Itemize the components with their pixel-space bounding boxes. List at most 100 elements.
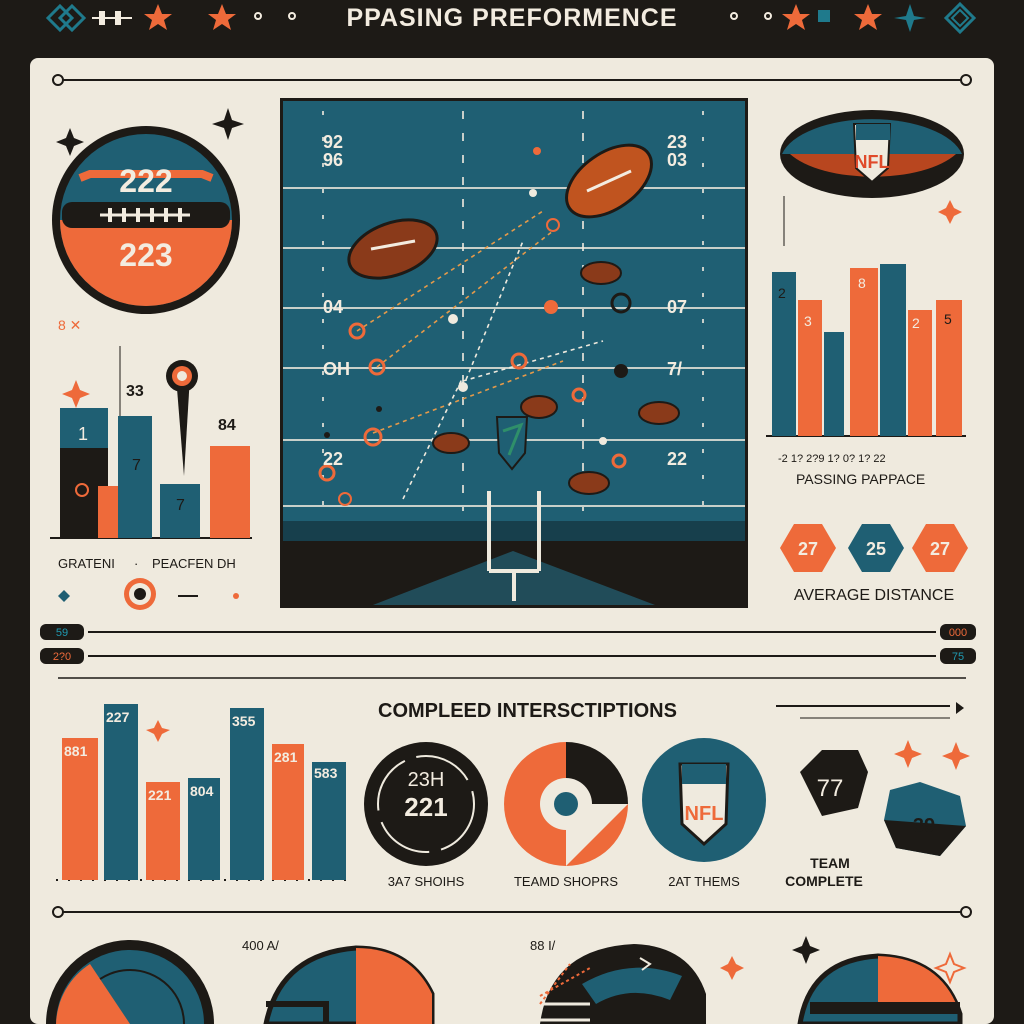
helmet-target-icon xyxy=(46,940,214,1024)
field-num-left-1: 92 xyxy=(323,132,344,152)
bar-5 xyxy=(936,300,962,436)
stat-value-77: 77 xyxy=(817,775,844,802)
bar-label-5: 84 xyxy=(218,417,236,434)
bar-label-4: 2 xyxy=(912,315,920,331)
bar-label-3: 8 xyxy=(858,275,866,291)
slider-left-badge-1 xyxy=(40,624,84,640)
bar-label-3: 7 xyxy=(132,457,141,474)
decor-x-icon: 8 ✕ xyxy=(58,317,81,333)
stat-caption-1: 3A7 SHOIHS xyxy=(388,874,465,889)
chart-caption: PASSING PAPPACE xyxy=(796,471,925,487)
nfl-shield-icon: NFL 2AT THEMS xyxy=(642,738,766,889)
diamond-icon xyxy=(943,1,977,35)
bar-3 xyxy=(160,484,200,538)
nfl-label: NFL xyxy=(855,152,890,172)
left-bar-chart: 8 ✕ 1 33 7 7 84 GRATENI · PEACFEN DH xyxy=(50,317,252,610)
bar-5 xyxy=(230,708,264,880)
distance-value-3: 27 xyxy=(930,539,950,559)
field-num-right-3: 07 xyxy=(667,297,688,317)
sparkle-icon xyxy=(894,4,926,32)
field-num-left-3: 04 xyxy=(323,297,344,317)
x-axis-labels: -2 1? 2?9 1? 0? 1? 22 xyxy=(778,453,886,465)
bar-label-6: 281 xyxy=(274,749,298,765)
football-badge: 222 223 xyxy=(52,108,244,314)
slider-left-label-1: 59 xyxy=(56,627,68,639)
stat-donut: TEAMD SHOPRS xyxy=(504,742,628,889)
distance-value-2: 25 xyxy=(866,539,886,559)
ball-top-number: 222 xyxy=(119,163,172,199)
svg-text:·: · xyxy=(134,556,138,571)
sliders: 59 000 2?0 75 xyxy=(40,624,976,664)
bar-label-4: 804 xyxy=(190,783,214,799)
stat-caption-complete: COMPLETE xyxy=(785,873,863,889)
bar-label-3: 221 xyxy=(148,787,172,803)
ball-icon xyxy=(565,143,653,219)
stat-caption-3: 2AT THEMS xyxy=(668,874,740,889)
field-num-left-2: 96 xyxy=(323,150,344,170)
ball-icon xyxy=(347,218,439,280)
bar-label-2: 3 xyxy=(804,313,812,329)
dot-icon xyxy=(254,12,262,20)
field-num-right-5: 22 xyxy=(667,449,688,469)
stat-circle-1: 23H 221 3A7 SHOIHS xyxy=(364,742,488,889)
bar-7 xyxy=(312,762,346,880)
distance-value-1: 27 xyxy=(798,539,818,559)
slider-right-badge-1 xyxy=(940,624,976,640)
bar-2 xyxy=(798,300,822,436)
football-field: 92 96 04 OH 22 23 03 07 7/ 22 xyxy=(280,98,748,608)
bar-label-2: 33 xyxy=(126,383,144,400)
bar-label-1: 2 xyxy=(778,285,786,301)
star-icon xyxy=(854,4,882,30)
bar-6 xyxy=(272,744,304,880)
header-bar: PPASING PREFORMENCE xyxy=(0,0,1024,40)
star-icon xyxy=(208,4,236,30)
helmet-icon xyxy=(263,945,435,1024)
bar-label-2: 227 xyxy=(106,709,130,725)
bar-2 xyxy=(104,704,138,880)
sparkle-icon xyxy=(56,128,84,156)
dot-icon xyxy=(288,12,296,20)
slider-right-label-2: 75 xyxy=(952,651,964,663)
star-icon xyxy=(144,4,172,30)
ball-bottom-number: 223 xyxy=(119,237,172,273)
ball-icon xyxy=(638,401,680,425)
field-num-left-5: 22 xyxy=(323,449,344,469)
bar-label-5: 5 xyxy=(944,311,952,327)
diamond-icon xyxy=(58,590,70,602)
right-bar-chart: NFL 2 3 8 2 5 -2 1? 2?9 1? 0? 1? 22 PASS… xyxy=(766,110,966,487)
bottom-label-2: 88 I/ xyxy=(530,938,556,953)
field-overlay xyxy=(283,111,745,605)
distance-badge-2 xyxy=(848,524,904,572)
bar-label-4: 7 xyxy=(176,497,185,514)
dot-icon xyxy=(730,12,738,20)
nfl-text: NFL xyxy=(685,803,724,825)
sparkle-icon xyxy=(62,380,90,408)
team-complete-badges: 77 39 TEAM COMPLETE xyxy=(785,740,970,889)
nfl-ball-icon: NFL xyxy=(780,110,964,198)
bar-4 xyxy=(880,264,906,436)
bar-label-5: 355 xyxy=(232,713,256,729)
ball-icon xyxy=(432,432,470,454)
section-title: COMPLEED INTERSCTIPTIONS xyxy=(378,700,677,722)
bottom-bar-chart: 881 227 221 804 355 281 583 xyxy=(56,704,352,881)
distance-badge-1 xyxy=(780,524,836,572)
stat-caption-team: TEAM xyxy=(810,855,850,871)
chart-caption-left: GRATENI xyxy=(58,556,115,571)
stat-row: 23H 221 3A7 SHOIHS TEAMD SHOPRS NFL 2AT … xyxy=(364,738,970,889)
bar-3 xyxy=(146,782,180,880)
section-rule xyxy=(776,702,964,719)
bar-1 xyxy=(772,272,796,436)
bar-1 xyxy=(62,738,98,880)
helmet-row: 400 A/ 88 I/ xyxy=(46,936,967,1024)
distance-badge-3 xyxy=(912,524,968,572)
slider-icon xyxy=(92,11,132,25)
marker-dots xyxy=(318,147,632,506)
field-num-right-1: 23 xyxy=(667,132,688,152)
square-icon xyxy=(818,10,830,22)
bar-4 xyxy=(188,778,220,880)
sparkle-icon xyxy=(146,720,170,742)
bar-label-7: 583 xyxy=(314,765,338,781)
stat-value-39: 39 xyxy=(913,815,935,837)
